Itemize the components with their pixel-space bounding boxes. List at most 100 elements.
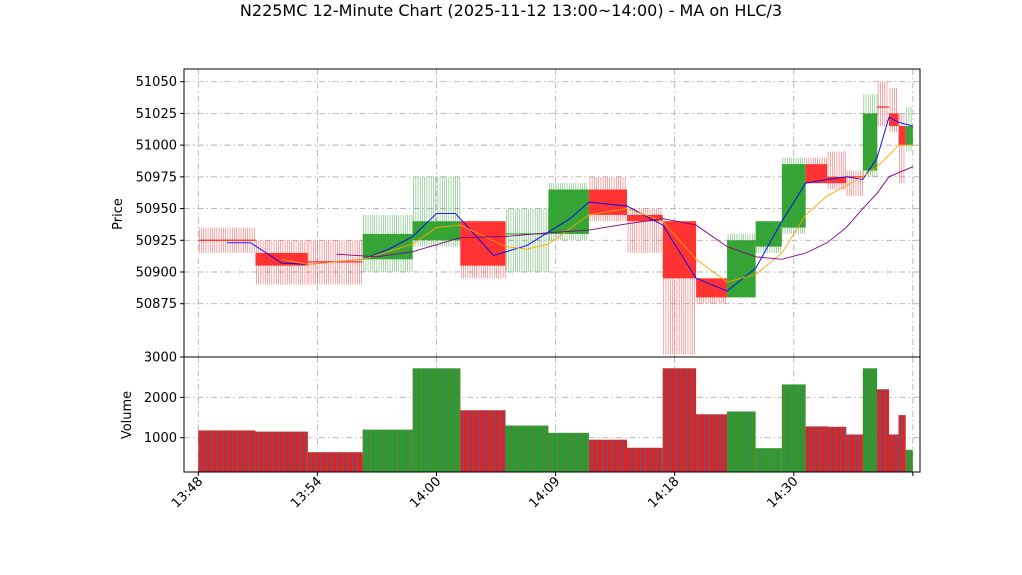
candle-body (755, 221, 782, 247)
volume-bar (877, 389, 890, 472)
volume-bar (889, 434, 899, 472)
volume-bar-body (362, 429, 413, 472)
volume-bar (412, 368, 461, 472)
candle (588, 176, 628, 222)
volume-bar (627, 447, 663, 472)
volume-bar (846, 434, 863, 472)
volume-bar-body (548, 432, 589, 472)
volume-bar-body (827, 426, 847, 472)
candle (805, 157, 828, 184)
price-axis-label: Price (111, 198, 126, 230)
price-tick-label: 51025 (136, 107, 177, 122)
x-tick-label: 14:09 (526, 474, 563, 511)
moving-average-line-ma-mid (281, 144, 913, 283)
x-tick-label: 14:18 (645, 474, 682, 511)
volume-axis-label: Volume (120, 391, 135, 439)
price-panel: 50875 50900 50925 50950 50975 51000 51025 51050 (136, 68, 921, 358)
x-axis: 13:48 13:54 14:00 14:09 14:18 14:30 (169, 472, 914, 511)
volume-bar-body (862, 368, 878, 472)
candle (548, 183, 589, 241)
volume-bar-body (412, 368, 461, 472)
candle (846, 170, 863, 196)
volume-bar-body (755, 448, 782, 472)
candle (460, 221, 506, 279)
volume-bar (460, 410, 506, 472)
moving-average-line-ma-long (336, 166, 914, 260)
price-tick-label: 51050 (136, 75, 177, 90)
volume-bar (505, 425, 549, 472)
candle (781, 157, 806, 234)
volume-bar-body (889, 434, 899, 472)
candle (307, 240, 363, 285)
volume-bar-body (460, 410, 506, 472)
volume-bar-body (781, 384, 806, 472)
candle-body (905, 126, 913, 146)
candle (662, 221, 697, 355)
volume-bar (198, 430, 256, 472)
candle (905, 107, 913, 152)
volume-bar (362, 429, 413, 472)
candle (198, 227, 256, 253)
volume-bar (805, 426, 828, 472)
volume-bar (862, 368, 878, 472)
price-tick-label: 50900 (136, 265, 177, 280)
volume-bar (898, 415, 906, 472)
volume-bar-body (662, 368, 697, 472)
price-tick-label: 50875 (136, 297, 177, 312)
candle (862, 94, 878, 177)
volume-bar-body (696, 414, 728, 472)
volume-tick-label: 1000 (144, 431, 177, 446)
candle (627, 208, 663, 253)
volume-bar (255, 431, 308, 472)
price-tick-label: 51000 (136, 139, 177, 154)
volume-bar (905, 449, 913, 472)
volume-panel-frame (183, 356, 921, 473)
volume-bar (781, 384, 806, 472)
chart-title: N225MC 12-Minute Chart (2025-11-12 13:00… (240, 1, 782, 20)
volume-bar-body (905, 449, 913, 472)
volume-bar (727, 411, 756, 472)
candle (362, 214, 413, 272)
candle (505, 208, 549, 272)
volume-panel: 1000 2000 3000 (144, 351, 921, 473)
candle (889, 88, 899, 133)
volume-bar (662, 368, 697, 472)
volume-bar (755, 448, 782, 472)
candle (877, 81, 890, 127)
volume-bar-body (727, 411, 756, 472)
candle (696, 278, 728, 304)
candle (827, 151, 847, 190)
candle-body (827, 176, 847, 184)
candle-body (412, 221, 461, 241)
price-tick-label: 50975 (136, 170, 177, 185)
candle-body (898, 126, 906, 146)
volume-bar-body (898, 415, 906, 472)
candle (727, 233, 756, 298)
x-tick-label: 14:00 (407, 474, 444, 511)
volume-bar-body (505, 425, 549, 472)
candle-body (627, 214, 663, 222)
moving-average-line-ma-short (226, 116, 914, 292)
price-tick-label: 50950 (136, 202, 177, 217)
candle-body (548, 189, 589, 234)
price-tick-label: 50925 (136, 234, 177, 249)
x-tick-label: 13:48 (169, 474, 206, 511)
x-tick-label: 13:54 (288, 474, 325, 511)
volume-bar (548, 432, 589, 472)
candle (255, 240, 308, 285)
x-tick-label: 14:30 (764, 474, 801, 511)
volume-bar (588, 439, 628, 472)
candle-body (862, 113, 878, 171)
volume-bar (827, 426, 847, 472)
candle-body (781, 164, 806, 228)
candle-body (696, 278, 728, 298)
volume-bar (307, 452, 363, 472)
candle (755, 221, 782, 253)
candle-body (588, 189, 628, 215)
volume-tick-label: 2000 (144, 391, 177, 406)
candle-body (805, 164, 828, 184)
candle-body (255, 252, 308, 266)
volume-bar (696, 414, 728, 472)
